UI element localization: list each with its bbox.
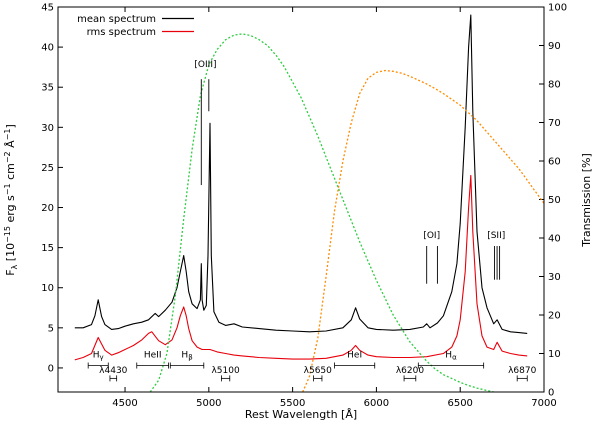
continuum-window-label: λ6200 [396, 366, 425, 376]
continuum-window-label: λ6870 [508, 366, 537, 376]
emission-line-range-label-sub: β [188, 354, 192, 362]
y2-tick-label: 50 [548, 195, 561, 206]
continuum-window-label: λ4430 [99, 366, 128, 376]
emission-line-range-label-sub: γ [100, 354, 104, 362]
y-tick-label: 5 [48, 323, 54, 334]
y-tick-label: 45 [41, 3, 54, 14]
emission-line-range-label: Hβ [181, 351, 192, 362]
y-axis-title: Fλ [10−15 erg s−1 cm−2 Å−1] [3, 124, 19, 276]
x-axis-title: Rest Wavelength [Å] [245, 408, 357, 421]
emission-line-range-label: HeII [144, 351, 162, 361]
y-tick-label: 20 [41, 203, 54, 214]
line-annotations: [OIII] [OI] [SII] Hγ HeII Hβ HeI Hα λ4430 λ5100 λ5… [87, 60, 537, 382]
rms-spectrum-line [74, 174, 528, 361]
sii-marker-label: [SII] [487, 231, 505, 241]
emission-line-range-label: Hα [445, 351, 457, 362]
x-tick-label: 5500 [280, 398, 305, 409]
y2-tick-label: 70 [548, 118, 561, 129]
legend-label-mean: mean spectrum [77, 14, 156, 25]
y-tick-label: 15 [41, 243, 54, 254]
x-tick-label: 5000 [196, 398, 221, 409]
tick-labels: 4500 5000 5500 6000 6500 70000510152025303540… [41, 3, 567, 410]
y2-tick-label: 0 [548, 388, 554, 399]
oiii-marker-label: [OIII] [194, 60, 216, 70]
data-series [74, 14, 544, 392]
legend: mean spectrum rms spectrum [77, 14, 194, 38]
legend-label-rms: rms spectrum [87, 27, 156, 38]
x-tick-label: 4500 [112, 398, 137, 409]
y2-tick-label: 80 [548, 80, 561, 91]
x-tick-label: 7000 [531, 398, 556, 409]
continuum-window-label: λ5650 [304, 366, 333, 376]
emission-line-range-label: HeI [347, 351, 362, 361]
x-tick-label: 6500 [447, 398, 472, 409]
y2-tick-label: 90 [548, 41, 561, 52]
y2-tick-label: 30 [548, 272, 561, 283]
emission-line-range-label: Hγ [93, 351, 104, 362]
axes-ticks [58, 6, 545, 393]
y-tick-label: 0 [48, 363, 54, 374]
y-tick-label: 30 [41, 123, 54, 134]
mean-spectrum-line [74, 14, 528, 334]
y2-tick-label: 100 [548, 3, 567, 14]
continuum-window-label: λ5100 [211, 366, 240, 376]
oi-marker-label: [OI] [423, 231, 440, 241]
emission-line-range-label-sub: α [452, 354, 457, 362]
y-tick-label: 35 [41, 83, 54, 94]
green-filter-curve [149, 33, 494, 392]
y-tick-label: 40 [41, 43, 54, 54]
orange-filter-curve [302, 69, 544, 392]
y-tick-label: 10 [41, 283, 54, 294]
plot-frame [57, 6, 545, 393]
y2-axis-title: Transmission [%] [580, 153, 593, 248]
y2-tick-label: 20 [548, 311, 561, 322]
y2-tick-label: 60 [548, 157, 561, 168]
y2-tick-label: 40 [548, 234, 561, 245]
y-tick-label: 25 [41, 163, 54, 174]
x-tick-label: 6000 [364, 398, 389, 409]
y2-tick-label: 10 [548, 349, 561, 360]
